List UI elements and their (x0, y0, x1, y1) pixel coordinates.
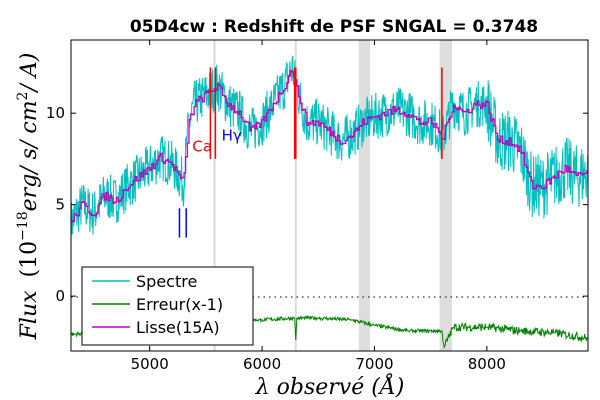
x-axis-label: λ observé (Å) (255, 372, 405, 400)
y-label-rest: erg/ s/ cm (17, 100, 42, 211)
legend-label-1: Erreur(x-1) (136, 295, 223, 314)
chart-title: 05D4cw : Redshift de PSF SNGAL = 0.3748 (130, 17, 538, 37)
series-line-spectre (71, 55, 588, 247)
y-label-open: (10 (17, 241, 42, 278)
series-line-lisse (71, 70, 588, 223)
y-tick-label-5: 5 (55, 196, 65, 214)
axis-ticks: 5000 6000 7000 8000 0 5 10 (46, 40, 588, 373)
legend-label-0: Spectre (136, 272, 197, 291)
x-tick-label-7000: 7000 (355, 355, 393, 373)
annotation-label-0: Ca (192, 138, 212, 156)
x-tick-label-8000: 8000 (468, 355, 506, 373)
legend-box (81, 266, 254, 346)
y-axis-label: Flux (10−18erg/ s/ cm2/ A) (15, 53, 42, 341)
legend: Spectre Erreur(x-1) Lisse(15A) (81, 266, 254, 346)
y-tick-label-10: 10 (46, 104, 65, 122)
plot-frame (70, 39, 589, 352)
y-tick-label-0: 0 (55, 287, 65, 305)
masked-band-0 (358, 40, 370, 351)
y-label-flux: Flux (17, 290, 42, 340)
y-label-exp: −18 (15, 211, 31, 241)
legend-label-2: Lisse(15A) (136, 318, 220, 337)
annotation-layer: Ca Hγ (178, 67, 443, 238)
annotation-label-1: Hγ (222, 127, 242, 145)
y-label-exp2: 2 (15, 92, 31, 101)
x-tick-label-5000: 5000 (131, 355, 169, 373)
y-label-tail: / A) (17, 53, 42, 94)
x-tick-label-6000: 6000 (243, 355, 281, 373)
legend-items: Spectre Erreur(x-1) Lisse(15A) (92, 272, 223, 337)
masked-bands (358, 40, 453, 351)
